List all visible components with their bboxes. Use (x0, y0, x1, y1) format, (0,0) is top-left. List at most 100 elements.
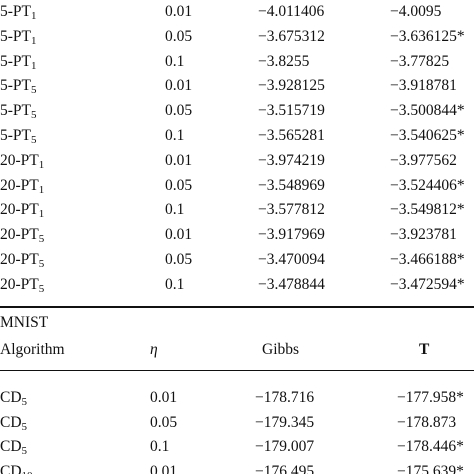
algorithm-cell: 20-PT1 (0, 176, 45, 196)
gibbs-cell: −3.974219 (258, 151, 325, 169)
gibbs-cell: −3.478844 (258, 275, 325, 293)
gibbs-cell: −3.928125 (258, 77, 325, 95)
algorithm-subscript: 10 (22, 470, 33, 474)
gibbs-cell: −3.515719 (258, 102, 325, 120)
gibbs-cell: −3.917969 (258, 226, 325, 244)
section-rule (0, 306, 474, 308)
t-cell: −3.524406* (390, 176, 465, 194)
eta-cell: 0.1 (165, 275, 185, 293)
t-cell: −3.472594* (390, 275, 465, 293)
eta-cell: 0.1 (150, 438, 170, 455)
algorithm-name: CD (0, 413, 22, 431)
t-cell: −3.500844* (390, 102, 465, 120)
algorithm-subscript: 5 (31, 134, 37, 146)
algorithm-subscript: 5 (38, 282, 45, 295)
eta-cell: 0.01 (165, 151, 193, 169)
eta-cell: 0.01 (165, 3, 193, 20)
algorithm-name: 5-PT (0, 77, 31, 95)
gibbs-cell: −3.470094 (258, 251, 325, 268)
algorithm-name: 5-PT (0, 52, 31, 70)
header-rule (0, 370, 474, 371)
gibbs-cell: −3.8255 (258, 52, 310, 70)
eta-cell: 0.01 (165, 226, 193, 244)
eta-cell: 0.1 (165, 127, 185, 144)
algorithm-subscript: 1 (31, 10, 37, 22)
gibbs-cell: −3.675312 (258, 27, 325, 45)
algorithm-cell: CD5 (0, 438, 28, 457)
t-cell: −3.540625* (390, 127, 465, 144)
algorithm-name: 20-PT (0, 176, 39, 194)
gibbs-cell: −176.495 (255, 462, 315, 474)
algorithm-cell: 5-PT1 (0, 27, 37, 47)
algorithm-cell: 20-PT5 (0, 251, 45, 270)
algorithm-name: 5-PT (0, 3, 31, 20)
algorithm-subscript: 5 (31, 109, 37, 122)
header-cell: T (419, 341, 430, 358)
algorithm-subscript: 1 (31, 34, 37, 47)
eta-cell: 0.01 (150, 389, 178, 406)
algorithm-cell: CD5 (0, 389, 28, 408)
algorithm-cell: 20-PT1 (0, 151, 45, 171)
t-cell: −175.639* (397, 462, 464, 474)
t-cell: −4.0095 (390, 3, 442, 20)
t-cell: −3.923781 (390, 226, 457, 244)
algorithm-cell: CD10 (0, 463, 33, 474)
algorithm-name: CD (0, 462, 22, 474)
algorithm-subscript: 5 (21, 445, 28, 457)
algorithm-cell: 5-PT5 (0, 77, 37, 97)
t-cell: −3.977562 (390, 151, 457, 169)
algorithm-name: CD (0, 389, 22, 406)
eta-cell: 0.05 (165, 176, 193, 194)
gibbs-cell: −178.716 (255, 389, 315, 406)
algorithm-name: 20-PT (0, 275, 39, 293)
algorithm-name: 20-PT (0, 201, 39, 219)
algorithm-name: 20-PT (0, 251, 39, 268)
algorithm-cell: 5-PT5 (0, 127, 37, 146)
algorithm-name: 20-PT (0, 226, 39, 244)
t-cell: −177.958* (397, 389, 464, 406)
gibbs-cell: −4.011406 (258, 3, 325, 20)
algorithm-subscript: 5 (21, 396, 28, 408)
algorithm-name: CD (0, 438, 22, 455)
t-cell: −178.446* (397, 438, 464, 455)
eta-cell: 0.05 (165, 102, 193, 120)
algorithm-subscript: 5 (38, 258, 45, 270)
eta-cell: 0.05 (150, 413, 178, 431)
gibbs-cell: −3.565281 (258, 127, 325, 144)
gibbs-cell: −179.345 (255, 413, 315, 431)
header-cell: Algorithm (0, 341, 65, 358)
gibbs-cell: −3.577812 (258, 201, 325, 219)
header-cell: η (150, 341, 158, 358)
gibbs-cell: −179.007 (255, 438, 315, 455)
eta-cell: 0.01 (150, 462, 178, 474)
algorithm-name: 5-PT (0, 127, 31, 144)
algorithm-subscript: 1 (38, 208, 45, 221)
section-title: MNIST (0, 314, 49, 331)
eta-cell: 0.1 (165, 201, 185, 219)
algorithm-name: 5-PT (0, 102, 31, 120)
algorithm-cell: 5-PT1 (0, 3, 37, 22)
algorithm-name: 5-PT (0, 27, 31, 45)
algorithm-cell: 5-PT5 (0, 102, 37, 122)
t-cell: −3.466188* (390, 251, 465, 268)
eta-cell: 0.01 (165, 77, 193, 95)
eta-cell: 0.05 (165, 27, 193, 45)
algorithm-subscript: 1 (31, 59, 37, 72)
algorithm-cell: 20-PT1 (0, 201, 45, 221)
algorithm-subscript: 1 (38, 158, 45, 171)
algorithm-subscript: 5 (31, 84, 37, 97)
algorithm-cell: 20-PT5 (0, 226, 45, 246)
t-cell: −3.918781 (390, 77, 457, 95)
header-cell: Gibbs (262, 341, 300, 358)
algorithm-subscript: 5 (38, 233, 45, 246)
algorithm-cell: 5-PT1 (0, 52, 37, 72)
t-cell: −3.549812* (390, 201, 465, 219)
algorithm-subscript: 5 (21, 420, 28, 433)
algorithm-cell: 20-PT5 (0, 275, 45, 295)
algorithm-name: 20-PT (0, 151, 39, 169)
eta-cell: 0.05 (165, 251, 193, 268)
algorithm-subscript: 1 (38, 183, 45, 196)
t-cell: −3.77825 (390, 52, 450, 70)
t-cell: −3.636125* (390, 27, 465, 45)
